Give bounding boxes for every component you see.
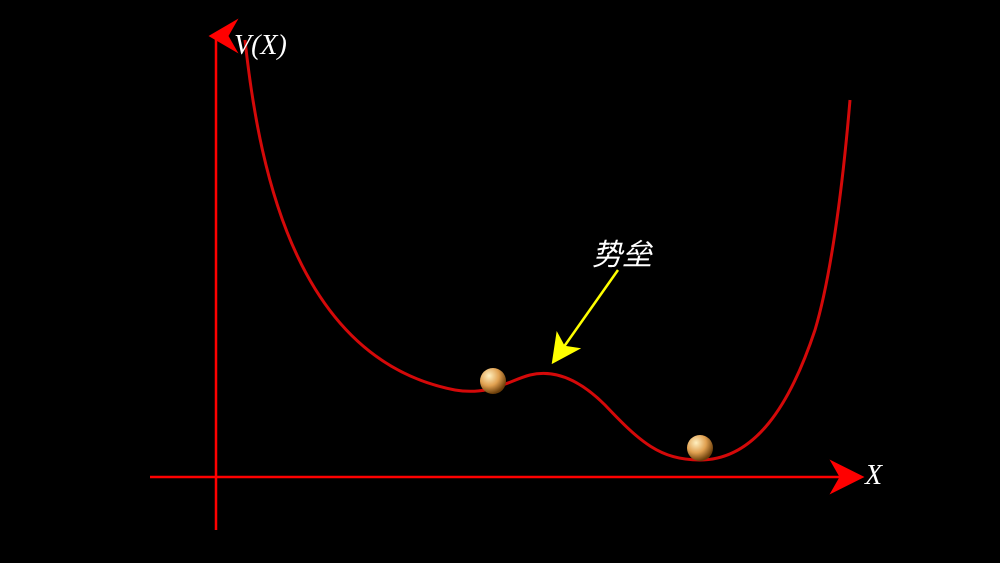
ball-left: [480, 368, 506, 394]
diagram-svg: [0, 0, 1000, 563]
x-axis-label: X: [865, 460, 882, 492]
barrier-annotation: 势垒: [592, 230, 652, 274]
potential-energy-diagram: V(X) X 势垒: [0, 0, 1000, 563]
ball-right: [687, 435, 713, 461]
background-rect: [0, 0, 1000, 563]
y-axis-label: V(X): [234, 30, 287, 62]
